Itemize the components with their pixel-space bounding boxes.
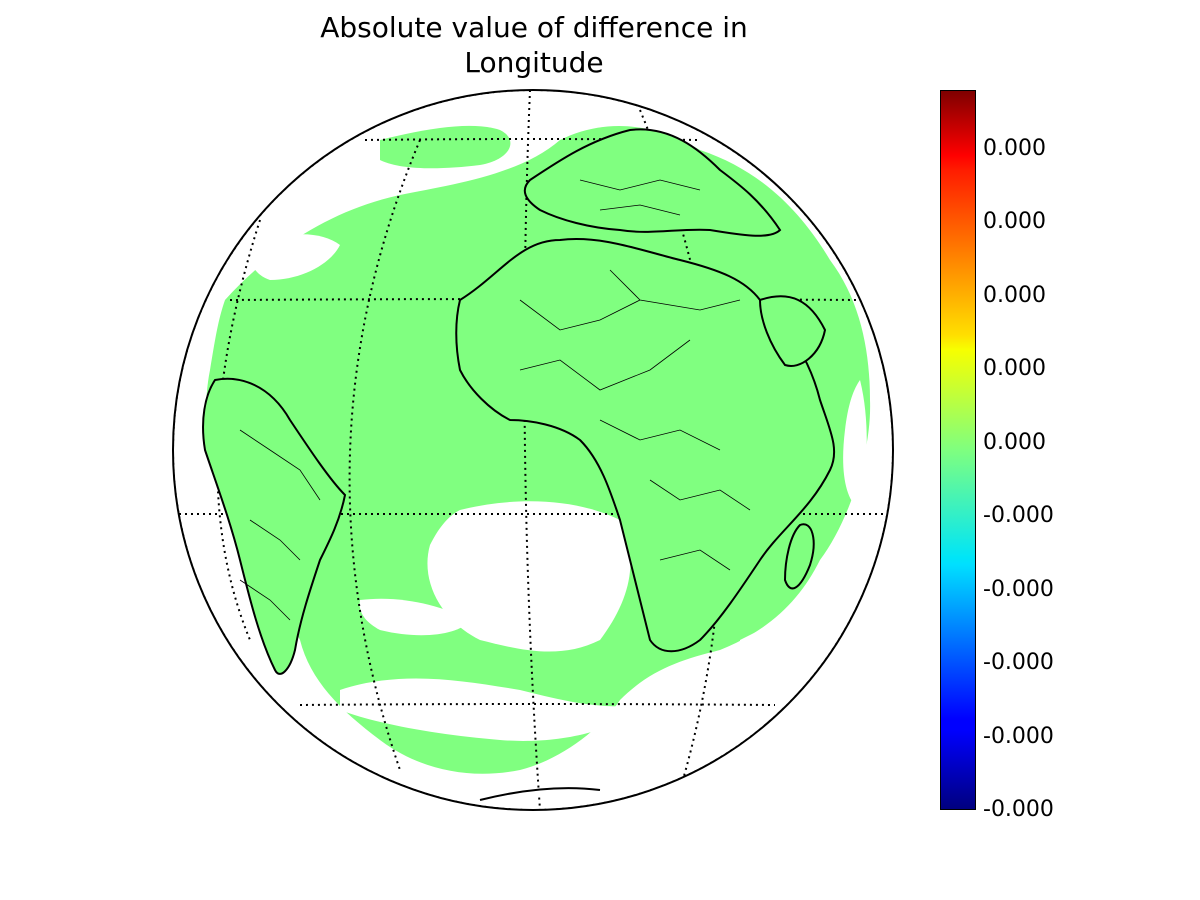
- map-layer: [173, 90, 893, 810]
- colorbar-tick: 0.000: [983, 283, 1046, 308]
- colorbar-gradient: [941, 91, 975, 809]
- title-line-1: Absolute value of difference in: [320, 11, 748, 44]
- map-title: Absolute value of difference in Longitud…: [234, 10, 834, 80]
- colorbar-tick: -0.000: [983, 650, 1054, 675]
- country-borders: [239, 179, 751, 621]
- madagascar-outline: [783, 523, 815, 590]
- colorbar-tick: 0.000: [983, 430, 1046, 455]
- arabia-outline: [758, 295, 827, 367]
- colorbar: [940, 90, 976, 810]
- colorbar-tick: -0.000: [983, 577, 1054, 602]
- colorbar-tick: 0.000: [983, 356, 1046, 381]
- title-line-2: Longitude: [464, 46, 604, 79]
- south-america-outline: [202, 377, 347, 675]
- colorbar-tick: 0.000: [983, 136, 1046, 161]
- colorbar-tick: -0.000: [983, 503, 1054, 528]
- colorbar-tick: -0.000: [983, 724, 1054, 749]
- continents: [202, 128, 836, 675]
- colorbar-tick: -0.000: [983, 797, 1054, 822]
- africa-outline: [455, 238, 836, 653]
- colorbar-tick: 0.000: [983, 209, 1046, 234]
- europe-outline: [523, 128, 782, 237]
- globe-boundary: [172, 89, 894, 811]
